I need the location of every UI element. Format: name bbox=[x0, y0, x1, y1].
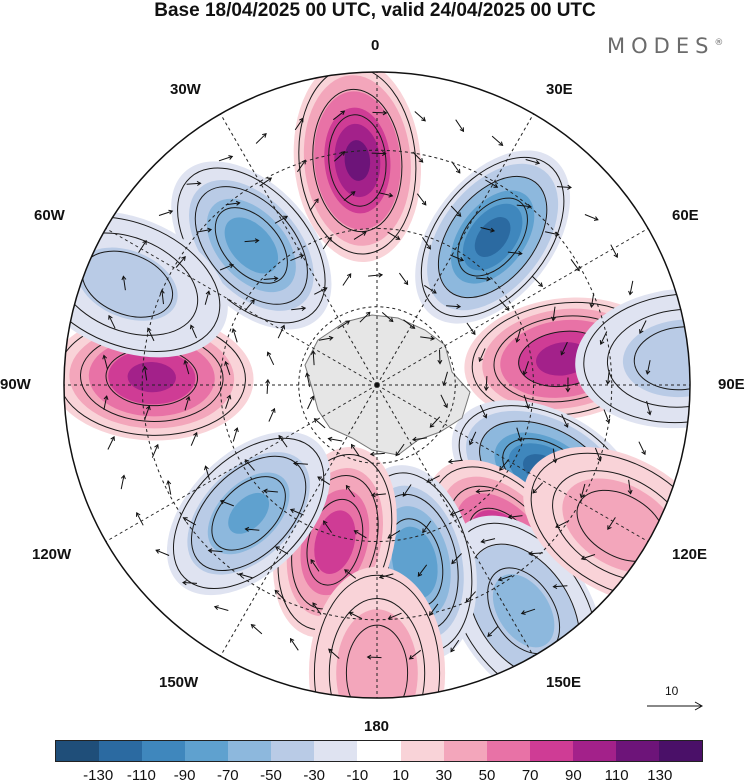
wind-arrow bbox=[440, 350, 441, 364]
lon-label-90w: 90W bbox=[0, 377, 31, 393]
colorbar-bin bbox=[401, 741, 444, 761]
colorbar-bin bbox=[487, 741, 530, 761]
colorbar-bin bbox=[271, 741, 314, 761]
wind-arrow bbox=[373, 112, 387, 113]
colorbar-bin bbox=[99, 741, 142, 761]
lon-label-120e: 120E bbox=[672, 547, 707, 563]
lon-label-30e: 30E bbox=[546, 82, 573, 98]
colorbar-bin bbox=[573, 741, 616, 761]
lon-label-30w: 30W bbox=[170, 82, 201, 98]
colorbar-bin bbox=[444, 741, 487, 761]
lon-label-60e: 60E bbox=[672, 208, 699, 224]
lon-label-180: 180 bbox=[364, 719, 389, 735]
colorbar-bin bbox=[357, 741, 400, 761]
colorbar-tick-label: 130 bbox=[635, 768, 685, 783]
wind-arrow bbox=[368, 657, 382, 658]
colorbar-bin bbox=[530, 741, 573, 761]
lon-label-90e: 90E bbox=[718, 377, 745, 393]
colorbar-bin bbox=[314, 741, 357, 761]
colorbar bbox=[55, 740, 703, 762]
lon-label-150w: 150W bbox=[159, 675, 198, 691]
lon-label-60w: 60W bbox=[34, 208, 65, 224]
colorbar-bin bbox=[142, 741, 185, 761]
colorbar-bin bbox=[56, 741, 99, 761]
colorbar-bin bbox=[659, 741, 702, 761]
colorbar-bin bbox=[185, 741, 228, 761]
south-pole-dot bbox=[375, 383, 380, 388]
wind-arrow bbox=[372, 153, 386, 154]
lon-label-150e: 150E bbox=[546, 675, 581, 691]
vector-scale: 10 bbox=[645, 684, 705, 714]
colorbar-bin bbox=[228, 741, 271, 761]
lon-label-0: 0 bbox=[371, 38, 379, 54]
colorbar-bin bbox=[616, 741, 659, 761]
lon-label-120w: 120W bbox=[32, 547, 71, 563]
